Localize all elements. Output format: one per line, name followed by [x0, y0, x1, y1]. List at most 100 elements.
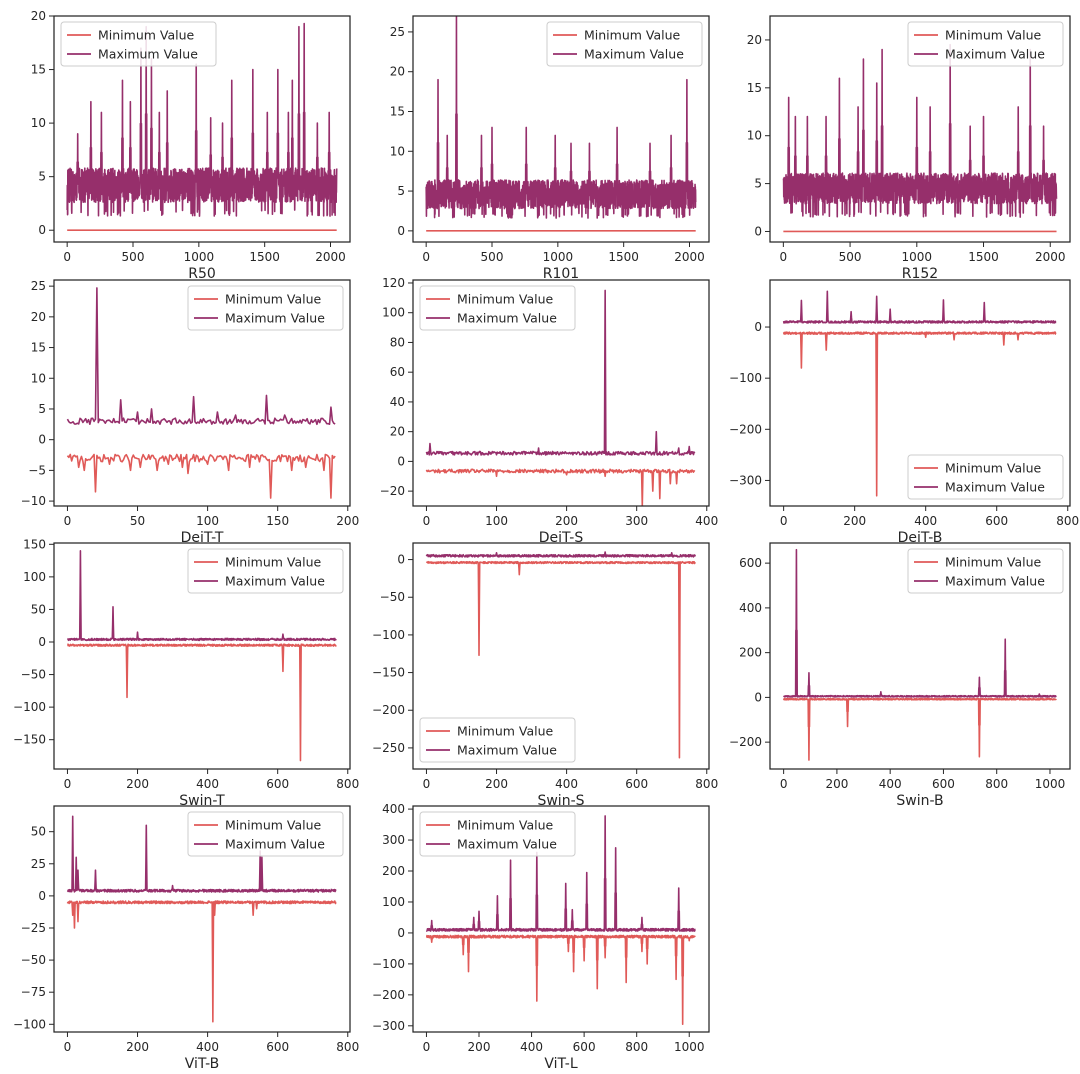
y-tick-label: 0 [38, 433, 46, 447]
series-line-maximum [784, 291, 1056, 323]
y-tick-label: −100 [13, 1017, 46, 1031]
y-tick-label: 10 [390, 144, 405, 158]
x-tick-label: 200 [555, 514, 578, 528]
y-tick-label: 10 [31, 116, 46, 130]
subplot-DeiT-T: 0 50 100 150 200−10−50510152025DeiT-TMinimum… [21, 279, 360, 546]
x-tick-label: 200 [468, 1040, 491, 1054]
y-tick-label: 0 [397, 454, 405, 468]
y-tick-label: 15 [747, 81, 762, 95]
y-tick-label: −50 [21, 953, 46, 967]
x-tick-label: 600 [266, 777, 289, 791]
figure: 0 500 1000 1500 200005101520R50Minimum Value… [0, 0, 1080, 1074]
y-tick-label: −10 [21, 494, 46, 508]
y-tick-label: −200 [729, 735, 762, 749]
x-tick-label: 1500 [249, 250, 280, 264]
x-tick-label: 500 [122, 250, 145, 264]
series-line-maximum [426, 552, 695, 557]
y-tick-label: 5 [397, 184, 405, 198]
x-tick-label: 600 [573, 1040, 596, 1054]
x-tick-label: 200 [126, 1040, 149, 1054]
x-tick-label: 100 [196, 514, 219, 528]
y-tick-label: −20 [380, 484, 405, 498]
y-tick-label: −50 [380, 590, 405, 604]
legend-label: Maximum Value [457, 837, 557, 852]
y-tick-label: 5 [38, 170, 46, 184]
y-tick-label: 5 [38, 402, 46, 416]
y-tick-label: −50 [21, 668, 46, 682]
x-tick-label: 200 [336, 514, 359, 528]
x-tick-label: 800 [1056, 514, 1079, 528]
y-tick-label: 0 [38, 223, 46, 237]
x-tick-label: 200 [825, 777, 848, 791]
y-tick-label: 15 [31, 341, 46, 355]
y-tick-label: 15 [390, 104, 405, 118]
y-tick-label: 100 [23, 570, 46, 584]
x-tick-label: 0 [422, 250, 430, 264]
legend-label: Minimum Value [98, 28, 195, 43]
x-tick-label: 200 [843, 514, 866, 528]
legend-label: Maximum Value [98, 47, 198, 62]
x-tick-label: 0 [423, 777, 431, 791]
x-tick-label: 2000 [315, 250, 346, 264]
y-tick-label: −100 [372, 957, 405, 971]
legend-label: Maximum Value [584, 47, 684, 62]
x-tick-label: 0 [423, 1040, 431, 1054]
legend-label: Minimum Value [225, 818, 322, 833]
legend-label: Minimum Value [225, 555, 322, 570]
x-tick-label: 0 [64, 514, 72, 528]
x-tick-label: 400 [196, 1040, 219, 1054]
legend-label: Minimum Value [457, 292, 554, 307]
x-tick-label: 0 [64, 1040, 72, 1054]
y-tick-label: −150 [372, 666, 405, 680]
y-tick-label: 20 [31, 9, 46, 23]
x-tick-label: 500 [481, 250, 504, 264]
x-tick-label: 1500 [968, 250, 999, 264]
x-tick-label: 0 [780, 777, 788, 791]
y-tick-label: 10 [31, 371, 46, 385]
legend-label: Maximum Value [225, 837, 325, 852]
series-line-minimum [67, 901, 336, 1022]
y-tick-label: 200 [739, 646, 762, 660]
y-tick-label: 50 [31, 602, 46, 616]
x-tick-label: 400 [879, 777, 902, 791]
legend-label: Maximum Value [457, 311, 557, 326]
subplot-ViT-L: 0 200 400 600 800 1000−300−200−10001002003004… [372, 802, 709, 1072]
x-tick-label: 0 [423, 514, 431, 528]
legend: Minimum Value Maximum Value [188, 549, 343, 593]
x-tick-label: 200 [126, 777, 149, 791]
legend-label: Minimum Value [457, 818, 554, 833]
y-tick-label: 25 [31, 279, 46, 293]
legend-label: Minimum Value [945, 28, 1042, 43]
y-tick-label: −250 [372, 741, 405, 755]
y-tick-label: −150 [13, 733, 46, 747]
y-tick-label: −300 [372, 1019, 405, 1033]
y-tick-label: −200 [372, 703, 405, 717]
x-tick-label: 150 [266, 514, 289, 528]
series-line-minimum [67, 644, 336, 760]
y-tick-label: 40 [390, 395, 405, 409]
x-axis-label: ViT-L [544, 1056, 577, 1072]
legend-label: Minimum Value [457, 724, 554, 739]
legend: Minimum Value Maximum Value [188, 812, 343, 856]
legend-label: Minimum Value [945, 461, 1042, 476]
x-tick-label: 0 [780, 514, 788, 528]
y-tick-label: 150 [23, 537, 46, 551]
subplot-Swin-T: 0 200 400 600 800−150−100−50050100150Swin-TM… [13, 537, 359, 809]
x-tick-label: 500 [839, 250, 862, 264]
subplot-DeiT-B: 0 200 400 600 800 −300 −200 −100 0 DeiT-B Minimum … [729, 280, 1079, 546]
y-tick-label: −75 [21, 985, 46, 999]
x-tick-label: 600 [266, 1040, 289, 1054]
x-tick-label: 0 [64, 777, 72, 791]
x-tick-label: 200 [485, 777, 508, 791]
legend: Minimum Value Maximum Value [188, 286, 343, 330]
y-tick-label: 300 [382, 833, 405, 847]
x-tick-label: 400 [914, 514, 937, 528]
y-tick-label: −100 [729, 371, 762, 385]
legend-label: Minimum Value [584, 28, 681, 43]
series-line-maximum [783, 45, 1056, 217]
x-tick-label: 2000 [1035, 250, 1066, 264]
legend-label: Maximum Value [457, 743, 557, 758]
y-tick-label: 400 [739, 601, 762, 615]
legend: Minimum Value Maximum Value [908, 22, 1063, 66]
legend-label: Maximum Value [225, 311, 325, 326]
